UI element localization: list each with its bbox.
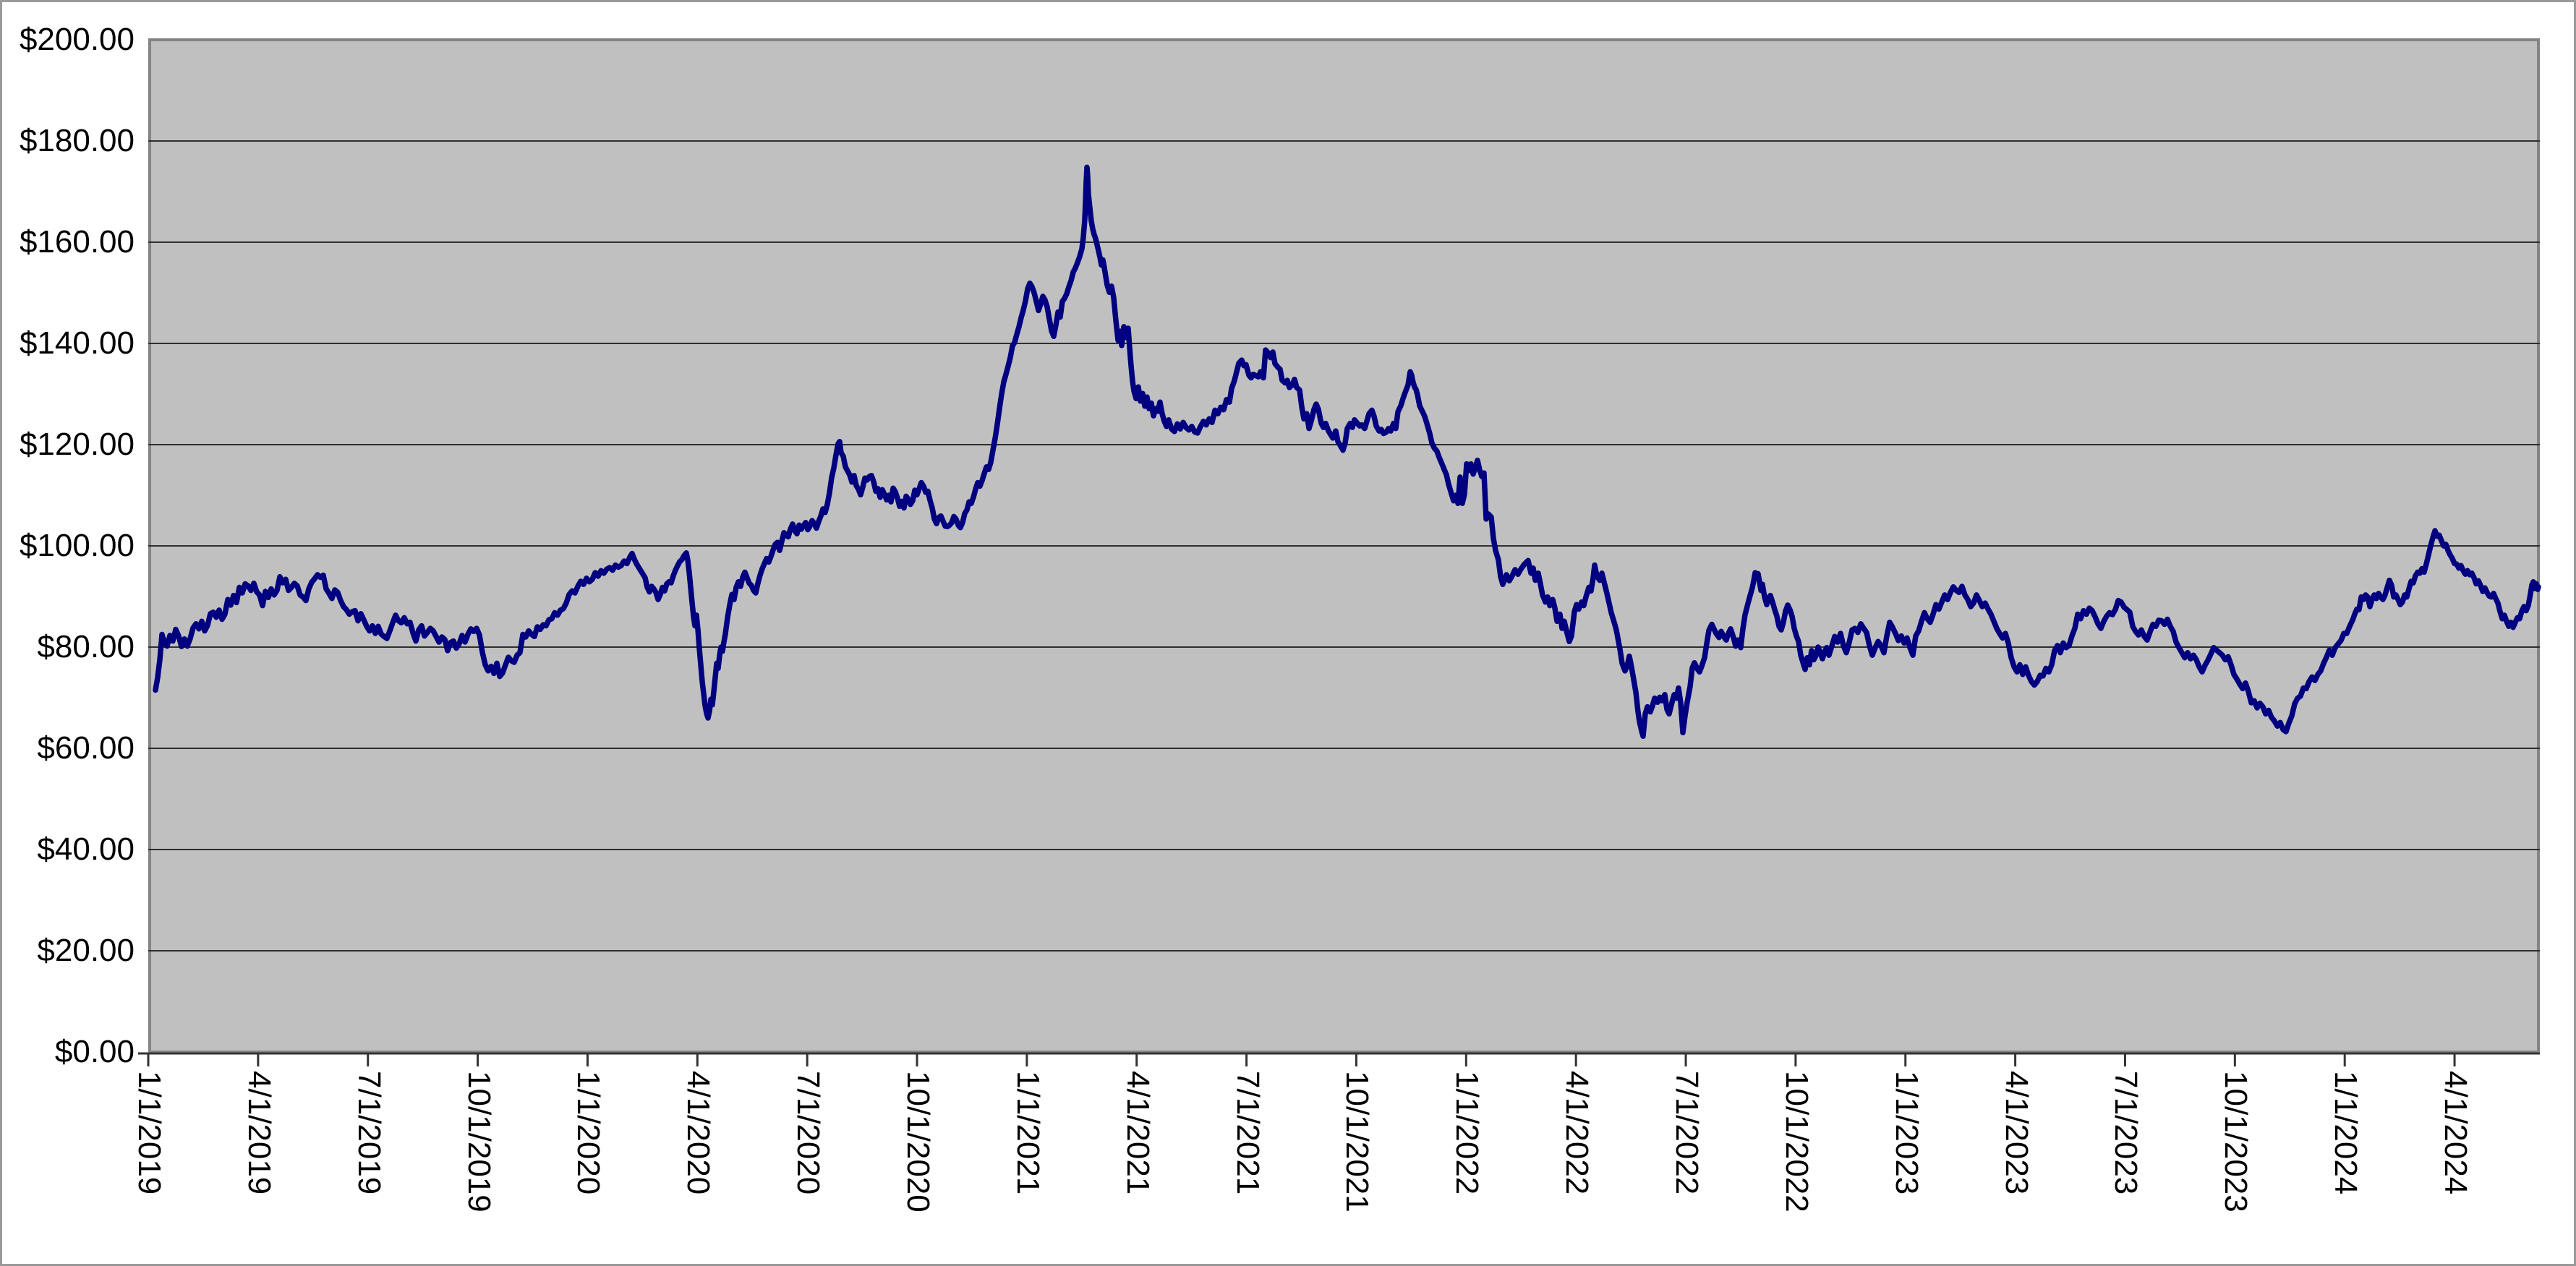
y-axis-label: $120.00: [19, 427, 135, 462]
x-axis-label-text: 1/1/2019: [132, 1071, 167, 1195]
x-axis-label-text: 7/1/2023: [2108, 1071, 2144, 1195]
x-axis-label-text: 4/1/2023: [1998, 1071, 2034, 1195]
y-axis-label: $0.00: [54, 1034, 135, 1069]
y-axis-label: $140.00: [19, 325, 135, 361]
x-axis-ticks: [147, 1053, 2456, 1066]
y-axis-label: $100.00: [19, 528, 135, 563]
x-axis-label-text: 7/1/2021: [1229, 1071, 1266, 1195]
y-axis-label: $40.00: [37, 831, 135, 867]
gridlines: [138, 140, 2540, 1055]
x-axis-label-text: 4/1/2019: [241, 1071, 277, 1195]
y-axis-label: $80.00: [37, 629, 135, 664]
x-axis-label-text: 7/1/2019: [351, 1071, 387, 1195]
x-axis-label-text: 4/1/2021: [1119, 1071, 1156, 1195]
y-axis-label: $60.00: [37, 730, 135, 766]
y-axis-label: $20.00: [37, 933, 135, 968]
x-axis-label-text: 10/1/2019: [461, 1071, 497, 1212]
x-axis-label-text: 4/1/2022: [1559, 1071, 1595, 1195]
x-axis-label-text: 7/1/2020: [790, 1071, 827, 1195]
x-axis-label-text: 1/1/2022: [1449, 1071, 1485, 1195]
x-axis-label-text: 1/1/2020: [571, 1071, 607, 1195]
x-axis-label-text: 1/1/2024: [2328, 1071, 2364, 1195]
y-axis-label: $160.00: [19, 224, 135, 260]
x-axis-label-text: 7/1/2022: [1669, 1071, 1705, 1195]
x-axis-label-text: 4/1/2024: [2438, 1071, 2474, 1195]
price-line: [153, 164, 2541, 739]
x-axis-label-text: 10/1/2021: [1339, 1071, 1376, 1212]
x-axis-label-text: 10/1/2023: [2218, 1071, 2254, 1212]
x-axis-label-text: 4/1/2020: [681, 1071, 717, 1195]
x-axis-label-text: 1/1/2021: [1010, 1071, 1046, 1195]
x-axis-label-text: 1/1/2023: [1888, 1071, 1924, 1195]
y-axis-label: $180.00: [19, 123, 135, 158]
x-axis-label: 4/1/2024: [2438, 1071, 2576, 1194]
x-axis-label-text: 10/1/2020: [900, 1071, 937, 1212]
y-axis-label: $200.00: [19, 22, 135, 57]
x-axis-label-text: 10/1/2022: [1778, 1071, 1814, 1212]
